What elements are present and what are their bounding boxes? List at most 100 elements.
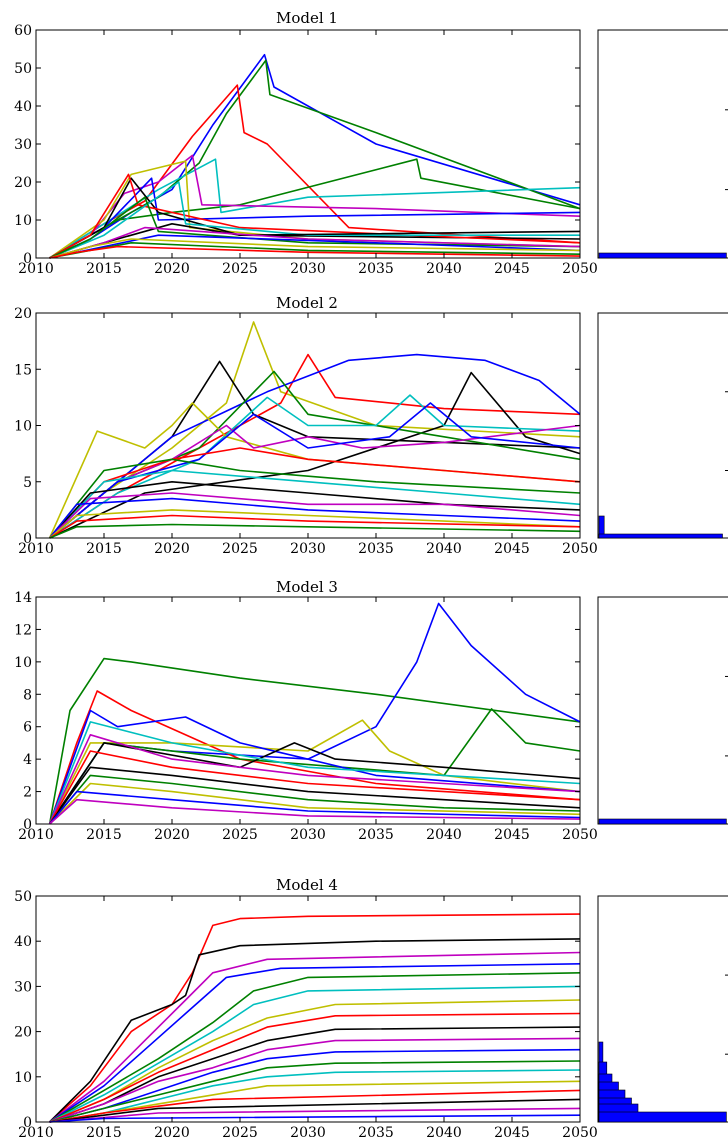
y-tick-label: 0 <box>23 531 32 547</box>
series-line <box>49 1089 581 1123</box>
chart-title: Model 3 <box>276 578 338 596</box>
series-line <box>48 750 581 825</box>
series-line <box>48 733 581 825</box>
histogram-frame <box>597 895 728 1123</box>
x-tick-label: 2025 <box>222 1125 258 1140</box>
series-line <box>49 360 581 539</box>
x-tick-label: 2015 <box>86 1125 122 1140</box>
series-line <box>49 985 581 1123</box>
x-tick-label: 2050 <box>562 1125 598 1140</box>
series-line <box>49 523 581 539</box>
y-tick-label: 0 <box>23 817 32 833</box>
y-tick-label: 20 <box>14 175 32 191</box>
series-line <box>48 742 581 825</box>
plot-frame <box>35 29 581 259</box>
x-tick-label: 2035 <box>358 1125 394 1140</box>
histogram-bar <box>598 1111 727 1123</box>
line-plot-area: 2010 2015 2020 2025 2030 2035 2040 2045 20500510… <box>14 306 598 557</box>
chart-title: Model 4 <box>276 876 338 894</box>
y-tick-label: 10 <box>14 213 32 229</box>
series-line <box>49 84 581 259</box>
y-tick-label: 2 <box>23 785 32 801</box>
histogram-panel <box>597 29 728 259</box>
y-tick-label: 50 <box>14 889 32 905</box>
y-tick-label: 10 <box>14 655 32 671</box>
series-line <box>48 690 581 825</box>
x-tick-label: 2035 <box>358 261 394 277</box>
histogram-frame <box>597 29 728 259</box>
x-tick-label: 2020 <box>154 261 190 277</box>
x-tick-label: 2035 <box>358 827 394 843</box>
series-line <box>49 177 581 259</box>
y-tick-label: 60 <box>14 23 32 39</box>
x-tick-label: 2050 <box>562 261 598 277</box>
series-line <box>48 402 581 539</box>
series-line <box>48 709 581 825</box>
y-tick-label: 50 <box>14 61 32 77</box>
series-line <box>49 798 581 825</box>
panel-model-3: Model 3 2010 2015 2020 2025 2030 2035 2040 2045… <box>14 578 728 843</box>
series-line <box>49 394 581 539</box>
x-tick-label: 2050 <box>562 541 598 557</box>
series-line <box>49 1098 581 1123</box>
series-line <box>49 963 581 1123</box>
panel-model-2: Model 2 2010 2015 2020 2025 2030 2035 2040 2045… <box>14 294 728 557</box>
x-tick-label: 2020 <box>154 541 190 557</box>
x-tick-label: 2025 <box>222 261 258 277</box>
series-line <box>49 154 581 259</box>
y-tick-label: 0 <box>23 251 32 267</box>
y-tick-label: 40 <box>14 934 32 950</box>
y-tick-label: 14 <box>14 590 32 606</box>
series-line <box>49 238 581 259</box>
histogram-panel <box>597 596 728 825</box>
series-line <box>49 321 581 539</box>
histogram-bar <box>598 252 727 259</box>
series-line <box>48 458 581 539</box>
y-tick-label: 5 <box>23 475 32 491</box>
x-tick-label: 2030 <box>290 261 326 277</box>
y-tick-label: 20 <box>14 306 32 322</box>
series-line <box>48 790 581 825</box>
y-tick-label: 30 <box>14 979 32 995</box>
series-line <box>48 602 581 825</box>
series-line <box>48 774 581 825</box>
line-plot-area: 2010 2015 2020 2025 2030 2035 2040 2045 2050 0 2 4 6… <box>14 590 598 843</box>
histogram-panel <box>597 312 728 539</box>
x-tick-label: 2040 <box>426 827 462 843</box>
y-tick-label: 12 <box>14 622 32 638</box>
panel-model-4: Model 4 2010 2015 2020 2025 2030 2035 2040 2045… <box>14 876 728 1140</box>
x-tick-label: 2030 <box>290 827 326 843</box>
x-tick-label: 2040 <box>426 541 462 557</box>
y-tick-label: 10 <box>14 1070 32 1086</box>
x-tick-label: 2020 <box>154 1125 190 1140</box>
series-line <box>49 509 581 539</box>
series-line <box>48 657 581 825</box>
x-tick-label: 2045 <box>494 1125 530 1140</box>
series-line <box>49 1037 581 1123</box>
y-tick-label: 15 <box>14 362 32 378</box>
x-tick-label: 2035 <box>358 541 394 557</box>
x-tick-label: 2045 <box>494 541 530 557</box>
x-tick-label: 2030 <box>290 541 326 557</box>
y-tick-label: 4 <box>23 752 32 768</box>
series-line <box>49 514 581 539</box>
series-line <box>49 158 581 259</box>
histogram-bar <box>598 533 723 539</box>
chart-title: Model 1 <box>276 9 338 27</box>
histogram-panel <box>597 895 728 1123</box>
series-line <box>48 708 581 825</box>
x-tick-label: 2015 <box>86 827 122 843</box>
y-tick-label: 0 <box>23 1115 32 1131</box>
x-tick-label: 2015 <box>86 261 122 277</box>
chart-title: Model 2 <box>276 294 338 312</box>
histogram-bar <box>598 818 727 825</box>
histogram-frame <box>597 312 728 539</box>
series-line <box>49 480 581 539</box>
y-tick-label: 6 <box>23 720 32 736</box>
series-line <box>49 53 581 259</box>
x-tick-label: 2040 <box>426 261 462 277</box>
x-tick-label: 2045 <box>494 827 530 843</box>
series-line <box>49 1012 581 1123</box>
series-line <box>49 59 581 259</box>
